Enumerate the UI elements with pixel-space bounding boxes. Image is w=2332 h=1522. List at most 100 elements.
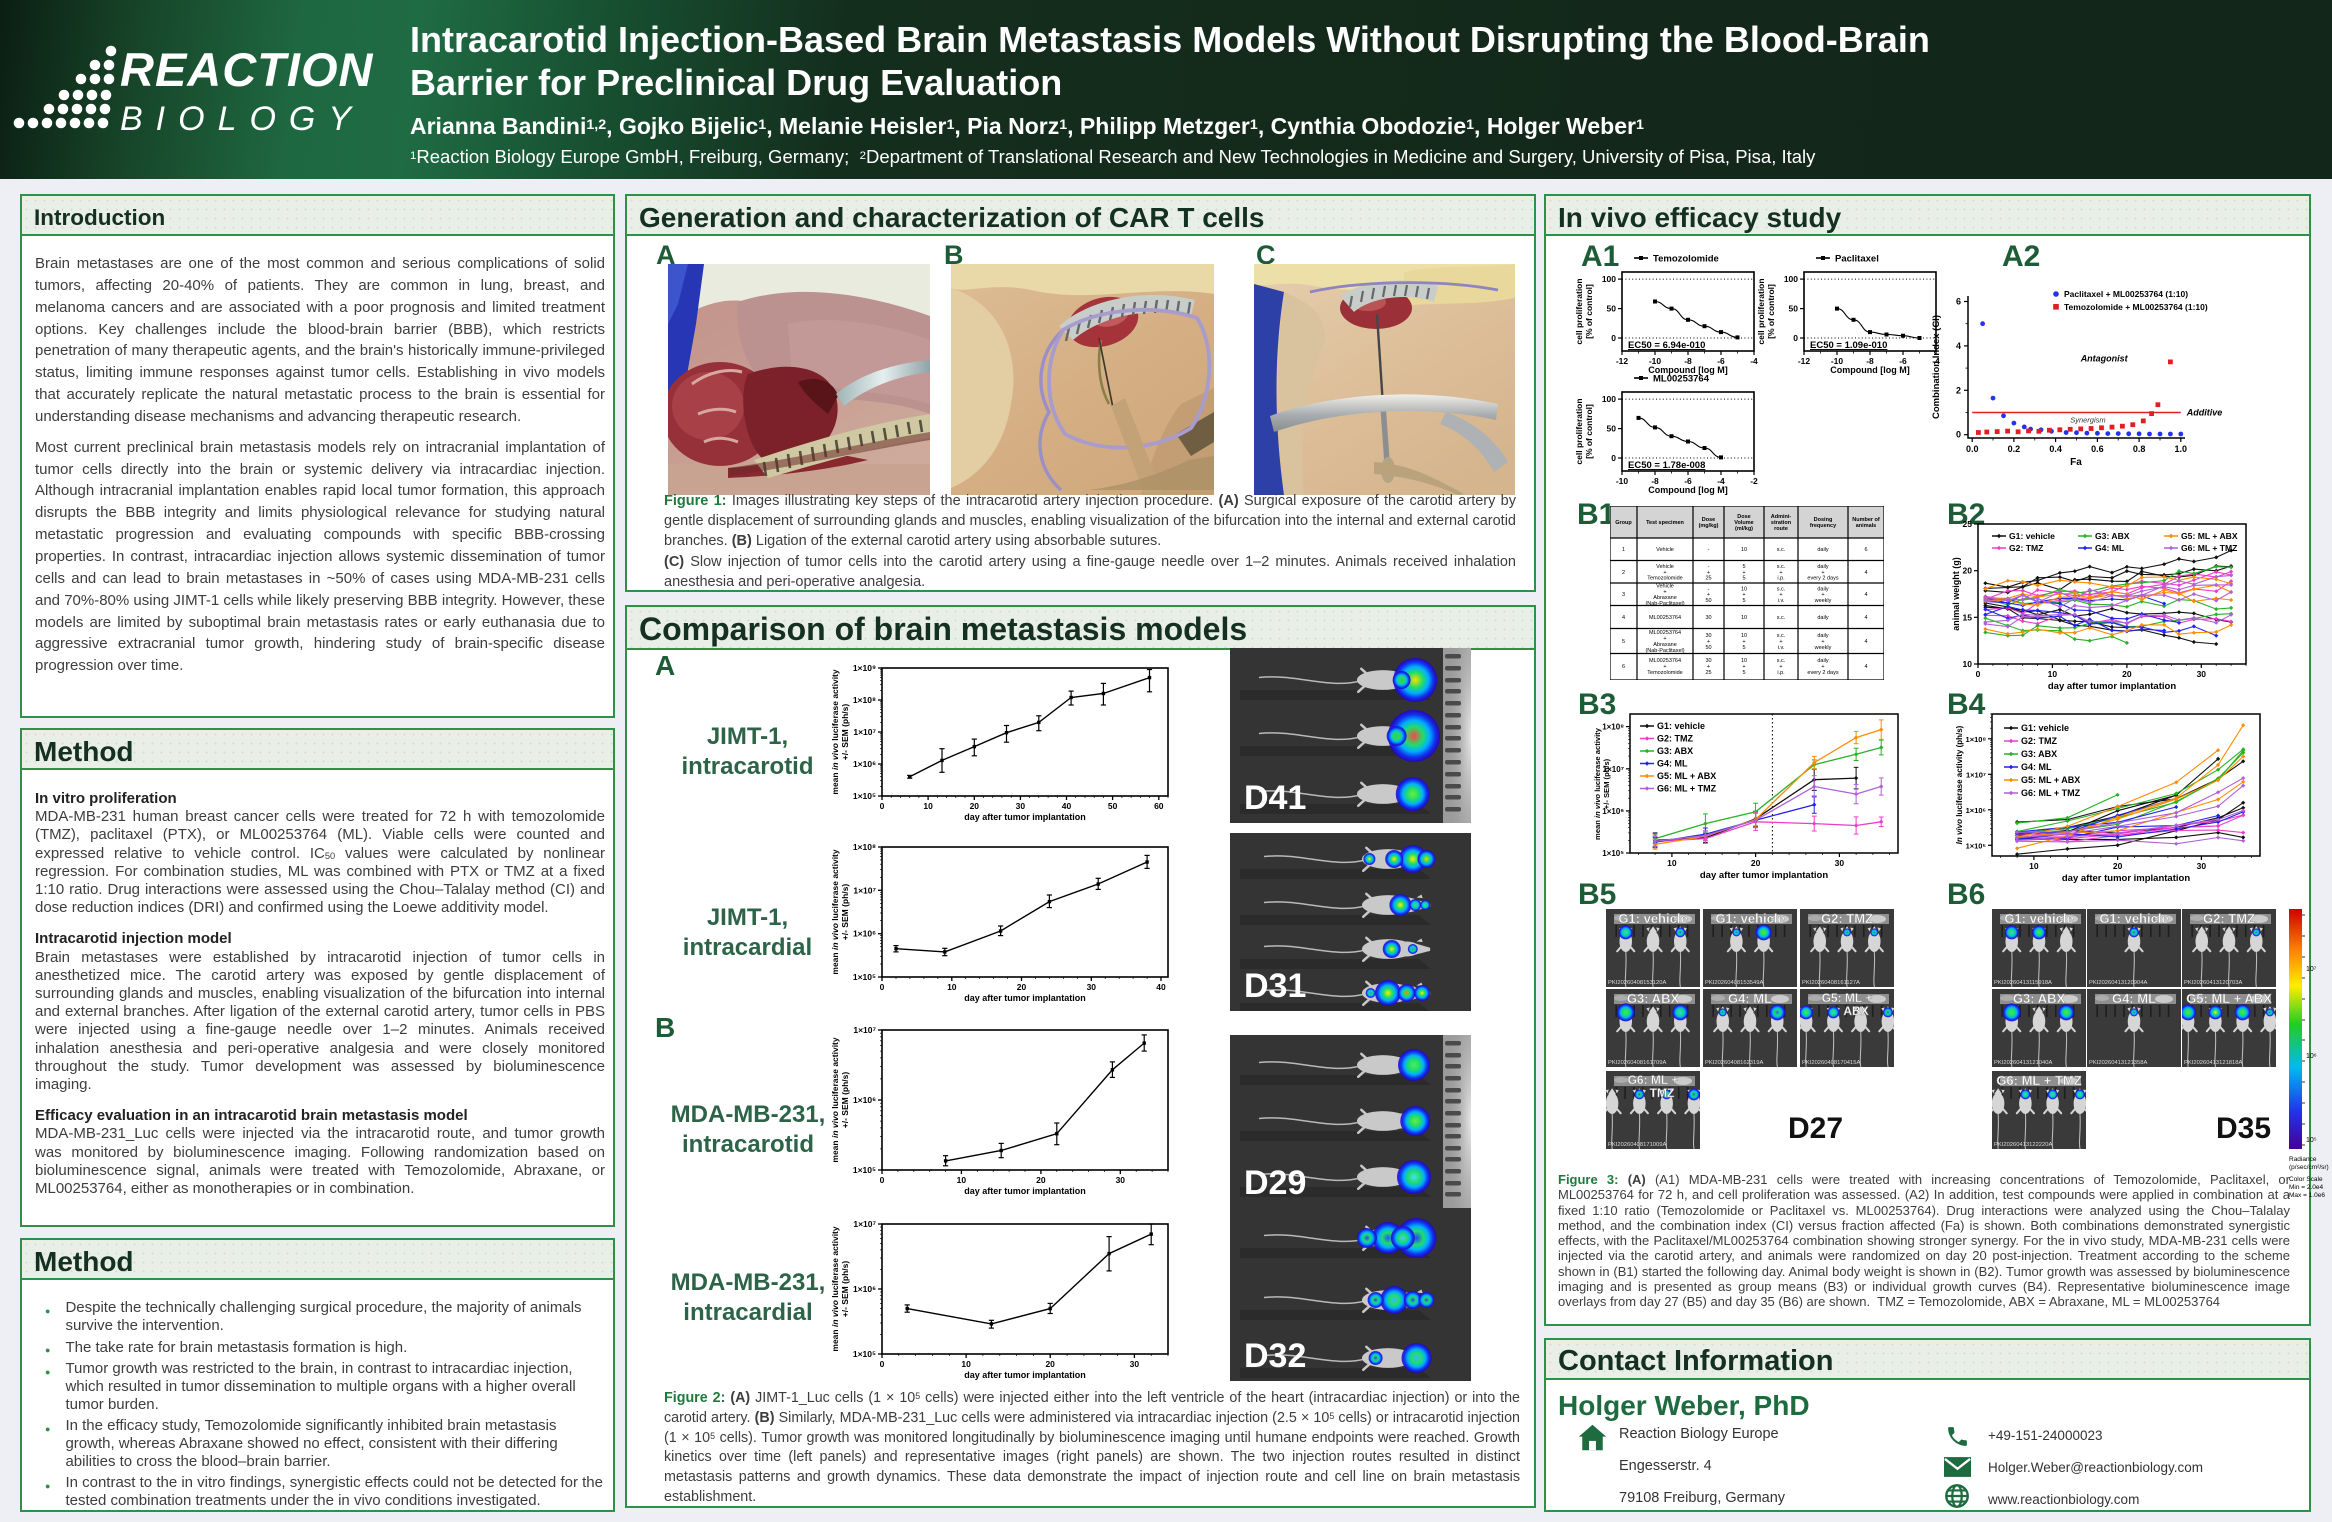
svg-text:10: 10 [2048, 669, 2058, 679]
svg-text:0: 0 [1956, 430, 1961, 440]
svg-text:animal weight (g): animal weight (g) [1951, 557, 1961, 631]
svg-text:+: + [1779, 592, 1782, 598]
svg-text:daily: daily [1817, 615, 1829, 621]
svg-text:4: 4 [1864, 592, 1867, 598]
svg-text:-: - [1708, 564, 1710, 570]
svg-text:G4: ML: G4: ML [2021, 762, 2052, 772]
svg-text:-8: -8 [1684, 356, 1692, 366]
svg-text:G1: vehicle: G1: vehicle [1715, 911, 1784, 926]
svg-text:G5: ML + ABX: G5: ML + ABX [2186, 991, 2272, 1006]
svg-text:+: + [1742, 639, 1745, 645]
svg-text:+: + [1707, 570, 1710, 576]
svg-text:G2: TMZ: G2: TMZ [2021, 736, 2057, 746]
svg-text:-4: -4 [1932, 356, 1940, 366]
svg-text:5: 5 [1742, 564, 1745, 570]
svg-text:PKI20260413120904A: PKI20260413120904A [2089, 980, 2147, 986]
svg-text:G3: ABX: G3: ABX [2021, 749, 2057, 759]
svg-text:+: + [1821, 570, 1824, 576]
svg-text:25: 25 [1963, 519, 1973, 529]
svg-text:G4: ML: G4: ML [2112, 991, 2156, 1006]
svg-text:Compound [log M]: Compound [log M] [1648, 365, 1727, 375]
svg-text:1×10⁶: 1×10⁶ [853, 1095, 876, 1105]
svg-text:daily: daily [1817, 586, 1829, 592]
svg-text:G5: ML + ABX: G5: ML + ABX [1657, 771, 1716, 781]
svg-text:PKI20260413115918A: PKI20260413115918A [1994, 980, 2052, 986]
svg-text:20: 20 [1017, 982, 1027, 992]
svg-text:6: 6 [1956, 297, 1961, 307]
svg-text:1×10⁸: 1×10⁸ [1602, 723, 1624, 732]
svg-text:G3: ABX: G3: ABX [1627, 991, 1680, 1006]
svg-text:D32: D32 [1244, 1337, 1306, 1375]
svg-text:[% of control]: [% of control] [1584, 284, 1594, 339]
svg-text:1×10⁶: 1×10⁶ [853, 759, 876, 769]
svg-text:Fa: Fa [2070, 457, 2082, 468]
svg-text:D41: D41 [1244, 779, 1306, 817]
svg-text:10⁶: 10⁶ [2306, 1053, 2317, 1060]
svg-text:10⁷: 10⁷ [2306, 966, 2317, 973]
svg-text:s.c.: s.c. [1777, 633, 1786, 639]
svg-text:(Nab-Paclitaxel): (Nab-Paclitaxel) [1645, 648, 1684, 654]
svg-text:daily: daily [1817, 547, 1829, 553]
svg-text:G5: ML + ABX: G5: ML + ABX [2021, 775, 2080, 785]
svg-text:G3: ABX: G3: ABX [2095, 531, 2130, 541]
svg-text:20: 20 [2122, 669, 2132, 679]
svg-text:+/- SEM (ph/s): +/- SEM (ph/s) [840, 704, 850, 761]
svg-text:1×10⁶: 1×10⁶ [853, 929, 876, 939]
svg-text:+: + [1779, 664, 1782, 670]
svg-text:G6: ML +: G6: ML + [1628, 1073, 1679, 1087]
svg-text:Radiance: Radiance [2289, 1156, 2317, 1163]
svg-text:30: 30 [1130, 1359, 1140, 1369]
svg-text:s.c.: s.c. [1777, 658, 1786, 664]
svg-text:+/- SEM (ph/s): +/- SEM (ph/s) [1602, 758, 1611, 809]
svg-text:G4: ML: G4: ML [2095, 543, 2124, 553]
svg-text:1×10⁷: 1×10⁷ [853, 727, 876, 737]
svg-text:(mg/kg): (mg/kg) [1699, 523, 1719, 529]
svg-text:mean in vivo luciferase activi: mean in vivo luciferase activity [830, 1226, 840, 1351]
svg-text:EC50 = 1.78e-008: EC50 = 1.78e-008 [1628, 460, 1705, 471]
svg-text:G1: vehicle: G1: vehicle [1657, 721, 1705, 731]
svg-text:-12: -12 [1616, 356, 1629, 366]
svg-text:ML00253764: ML00253764 [1649, 615, 1681, 621]
svg-text:3: 3 [1622, 592, 1625, 598]
svg-text:Vehicle: Vehicle [1656, 564, 1674, 570]
svg-text:PKI20260408161127A: PKI20260408161127A [1802, 980, 1860, 986]
svg-text:day after tumor implantation: day after tumor implantation [964, 993, 1086, 1003]
svg-text:6: 6 [1864, 547, 1867, 553]
svg-text:Dose: Dose [1737, 514, 1750, 520]
svg-text:Dose: Dose [1702, 517, 1715, 523]
svg-text:PKI20260408170415A: PKI20260408170415A [1802, 1060, 1860, 1066]
svg-text:50: 50 [1705, 598, 1711, 604]
svg-text:day after tumor implantation: day after tumor implantation [1700, 870, 1828, 881]
svg-text:+: + [1707, 639, 1710, 645]
svg-text:20: 20 [2113, 861, 2123, 871]
svg-text:1: 1 [1622, 547, 1625, 553]
svg-text:-8: -8 [1866, 356, 1874, 366]
svg-text:frequency: frequency [1810, 523, 1837, 529]
svg-text:D29: D29 [1244, 1164, 1306, 1202]
svg-text:1×10⁵: 1×10⁵ [853, 791, 876, 801]
svg-text:mean in vivo luciferase activi: mean in vivo luciferase activity [1593, 727, 1602, 840]
svg-text:10: 10 [1741, 658, 1747, 664]
svg-text:1×10⁶: 1×10⁶ [1602, 807, 1624, 816]
svg-text:10: 10 [1741, 615, 1747, 621]
svg-text:G2: TMZ: G2: TMZ [1821, 911, 1873, 926]
svg-text:Temozolomide: Temozolomide [1653, 254, 1719, 265]
svg-text:10: 10 [1741, 586, 1747, 592]
svg-text:ML00253764: ML00253764 [1649, 630, 1681, 636]
svg-text:G3: ABX: G3: ABX [2013, 991, 2066, 1006]
svg-text:5: 5 [1742, 645, 1745, 651]
svg-text:1×10⁷: 1×10⁷ [853, 1025, 876, 1035]
svg-text:Admini-: Admini- [1771, 514, 1792, 520]
svg-text:Paclitaxel + ML00253764 (1:10): Paclitaxel + ML00253764 (1:10) [2064, 289, 2188, 299]
svg-text:(ml/kg): (ml/kg) [1735, 526, 1753, 532]
svg-text:50: 50 [1789, 304, 1799, 314]
svg-text:BIOLOGY: BIOLOGY [120, 100, 364, 138]
svg-text:G1: vehicle: G1: vehicle [2099, 911, 2168, 926]
svg-text:-: - [1708, 586, 1710, 592]
svg-text:0: 0 [1976, 669, 1981, 679]
svg-text:1×10⁵: 1×10⁵ [1966, 841, 1987, 850]
svg-text:G6: ML + TMZ: G6: ML + TMZ [1657, 784, 1717, 794]
svg-text:0: 0 [1793, 333, 1798, 343]
svg-text:route: route [1774, 526, 1788, 532]
svg-text:G3: ABX: G3: ABX [1657, 746, 1693, 756]
